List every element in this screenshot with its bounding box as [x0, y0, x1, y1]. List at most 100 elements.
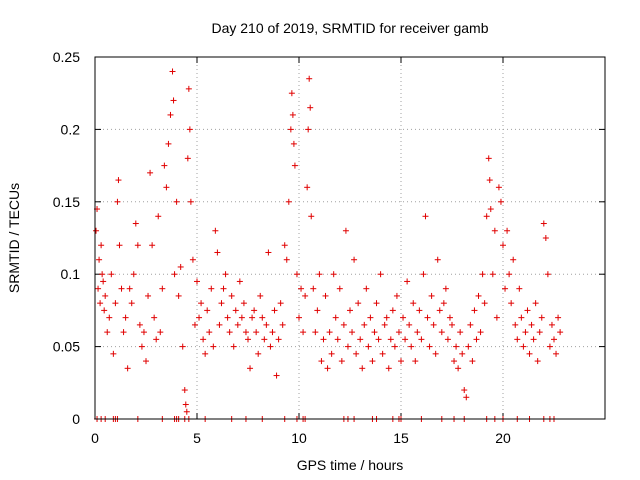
data-point	[463, 394, 470, 401]
data-point	[228, 292, 235, 299]
data-point	[161, 162, 168, 169]
data-point	[194, 278, 200, 285]
data-point	[115, 177, 122, 184]
data-point	[430, 321, 437, 328]
data-point	[171, 271, 178, 278]
data-point	[473, 336, 480, 343]
data-point	[322, 292, 329, 299]
data-point	[110, 350, 117, 357]
data-point	[412, 358, 419, 365]
data-point	[251, 307, 258, 314]
data-point	[395, 329, 402, 336]
data-point	[206, 329, 213, 336]
data-point	[302, 292, 309, 299]
data-point	[126, 285, 133, 292]
data-point	[461, 387, 468, 394]
data-point	[508, 300, 515, 307]
data-point	[265, 249, 272, 256]
data-point	[232, 307, 239, 314]
y-axis-label: SRMTID / TECUs	[6, 183, 22, 293]
x-tick-labels: 0 5 10 15 20	[91, 430, 511, 446]
data-point	[138, 343, 145, 350]
data-point	[332, 314, 339, 321]
data-point	[236, 278, 243, 285]
data-point	[177, 263, 184, 270]
data-point	[304, 184, 311, 191]
data-point	[118, 285, 125, 292]
data-point	[367, 314, 374, 321]
data-point	[307, 104, 314, 111]
x-tick-label: 15	[393, 430, 409, 446]
data-point	[326, 329, 333, 336]
data-point	[120, 329, 127, 336]
data-point	[491, 227, 498, 234]
data-point	[210, 343, 217, 350]
data-point	[296, 314, 302, 321]
data-point	[310, 285, 317, 292]
data-point	[526, 350, 533, 357]
data-point	[314, 307, 321, 314]
data-point	[98, 242, 105, 249]
data-point	[220, 285, 227, 292]
data-point	[530, 336, 537, 343]
x-tick-label: 0	[91, 430, 99, 446]
data-point	[489, 271, 496, 278]
y-tick-label: 0.2	[61, 121, 81, 137]
data-point	[553, 350, 560, 357]
data-point	[128, 300, 135, 307]
data-point	[402, 336, 409, 343]
data-point	[200, 336, 207, 343]
data-point	[486, 177, 493, 184]
data-point	[196, 314, 203, 321]
data-point	[512, 321, 519, 328]
data-point	[106, 314, 113, 321]
data-point	[130, 271, 137, 278]
data-point	[198, 300, 205, 307]
data-point	[379, 350, 386, 357]
data-point	[453, 343, 460, 350]
data-point	[124, 365, 131, 372]
data-point	[306, 75, 313, 82]
data-point	[224, 314, 231, 321]
data-point	[281, 242, 288, 249]
data-point	[538, 314, 545, 321]
data-point	[242, 329, 249, 336]
data-point	[122, 314, 129, 321]
data-point	[101, 307, 108, 314]
y-tick-label: 0.25	[53, 49, 80, 65]
data-point	[434, 256, 441, 263]
data-point	[459, 350, 466, 357]
x-tick-label: 5	[193, 430, 201, 446]
data-point	[249, 314, 256, 321]
data-point	[102, 292, 109, 299]
data-point	[170, 97, 177, 104]
data-point	[151, 314, 158, 321]
data-point	[173, 198, 180, 205]
data-point	[504, 227, 511, 234]
y-tick-label: 0.15	[53, 194, 80, 210]
data-point	[359, 365, 366, 372]
data-point	[493, 314, 500, 321]
y-tick-label: 0	[72, 411, 80, 427]
data-point	[451, 358, 458, 365]
data-point	[357, 336, 364, 343]
data-point	[555, 314, 562, 321]
data-point	[524, 307, 531, 314]
data-point	[140, 329, 147, 336]
data-point	[226, 329, 233, 336]
data-point	[143, 358, 149, 365]
data-point	[320, 336, 327, 343]
data-point	[548, 321, 555, 328]
data-point	[230, 343, 237, 350]
data-point	[351, 256, 358, 263]
data-point	[387, 336, 394, 343]
data-point	[487, 206, 494, 213]
data-point	[298, 285, 305, 292]
data-point	[330, 271, 337, 278]
data-point	[449, 321, 455, 328]
data-point	[340, 321, 347, 328]
data-point	[400, 314, 407, 321]
data-point	[153, 336, 160, 343]
data-point	[475, 292, 482, 299]
data-point	[336, 285, 343, 292]
